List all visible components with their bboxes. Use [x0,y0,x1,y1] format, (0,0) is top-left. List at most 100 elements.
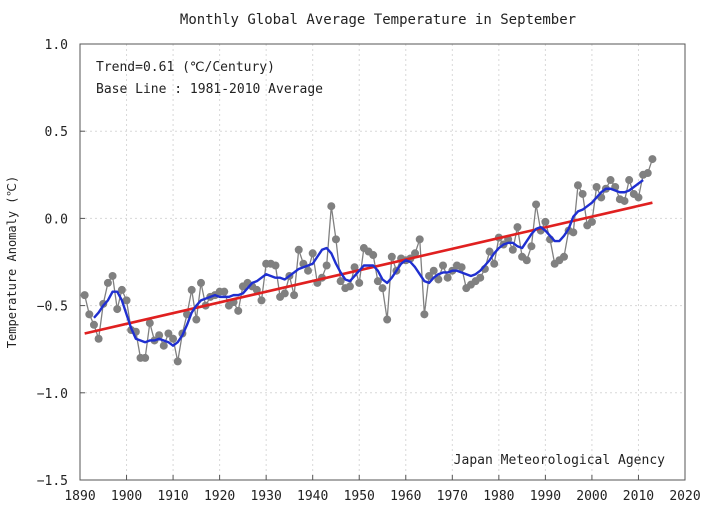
annual-anomaly-point [485,247,494,256]
x-tick-label: 1950 [344,489,375,504]
annual-anomaly-point [620,196,629,205]
annual-anomaly-point [383,315,392,324]
annual-anomaly-point [294,245,303,254]
annual-anomaly-point [522,256,531,265]
grid-lines [80,44,685,480]
annual-anomaly-point [336,277,345,286]
x-tick-label: 2010 [623,489,654,504]
x-tick-labels: 1890 1900 1910 1920 1930 1940 1950 1960 1970 1980… [64,489,700,504]
annual-anomaly-point [355,278,364,287]
annual-anomaly-point [108,271,117,280]
annual-anomaly-point [80,291,89,300]
annual-anomaly-point [434,275,443,284]
annual-anomaly-point [527,242,536,251]
annual-anomaly-point [169,334,178,343]
annual-anomaly-point [280,289,289,298]
annual-anomaly-point [643,169,652,178]
annual-anomaly-point [476,273,485,282]
x-tick-label: 1960 [390,489,421,504]
annual-anomaly-point [429,266,438,275]
trend-line [84,201,653,335]
annual-anomaly-point [85,310,94,319]
annual-anomaly-point [192,315,201,324]
annual-anomaly-point [373,277,382,286]
annual-anomaly-point [145,319,154,328]
chart-title: Monthly Global Average Temperature in Se… [180,12,576,28]
y-tick-label: 0.5 [45,125,68,140]
x-tick-label: 1910 [157,489,188,504]
annual-anomaly-point [117,285,126,294]
x-tick-label: 1980 [483,489,514,504]
annual-anomaly-point [415,235,424,244]
annual-anomaly-point [420,310,429,319]
annual-anomaly-point [322,261,331,270]
annual-anomaly-point [443,273,452,282]
x-tick-label: 2000 [576,489,607,504]
y-tick-labels: 1.0 0.5 0.0 −0.5 −1.0 −1.5 [37,38,68,489]
trend-annotation: Trend=0.61 (℃/Century) [96,60,275,75]
annual-anomaly-point [648,155,657,164]
annual-anomaly-point [304,266,313,275]
annual-anomaly-point [257,296,266,305]
annual-anomaly-point [569,228,578,237]
annual-anomaly-point [513,223,522,232]
annual-anomaly-point [490,259,499,268]
annual-anomaly-point [387,252,396,261]
annual-anomaly-point [164,329,173,338]
annual-anomaly-point [113,305,122,314]
tick-marks [79,43,686,481]
annual-anomaly-point [141,353,150,362]
annual-anomaly-point [308,249,317,258]
series-layer [80,155,657,366]
x-tick-label: 1970 [437,489,468,504]
annual-anomaly-point [578,189,587,198]
annual-anomaly-point [197,278,205,287]
annual-anomaly-point [350,263,359,272]
baseline-annotation: Base Line : 1981-2010 Average [96,82,323,97]
annual-anomaly-point [625,176,634,185]
x-tick-label: 1890 [64,489,95,504]
annual-anomaly-point [94,334,103,343]
annual-anomaly-point [187,285,196,294]
y-tick-label: 0.0 [45,212,68,227]
x-tick-label: 1940 [297,489,328,504]
annual-anomaly-point [369,251,378,260]
annual-anomaly-point [634,193,643,202]
y-tick-label: −0.5 [37,300,68,315]
annual-anomaly-point [290,291,299,300]
annual-anomaly-point [541,217,550,226]
y-tick-label: 1.0 [45,38,68,53]
annual-anomaly-point [606,176,615,185]
annual-anomaly-point [159,341,168,350]
annual-anomaly-point [457,263,466,272]
x-tick-label: 1920 [204,489,235,504]
annual-anomaly-point [234,306,243,315]
x-tick-label: 2020 [669,489,700,504]
annual-anomaly-point [592,183,601,192]
x-tick-label: 1930 [250,489,281,504]
source-annotation: Japan Meteorological Agency [454,453,665,468]
annual-anomaly-point [155,331,164,340]
annual-anomaly-point [89,320,98,329]
annual-anomaly-point [425,271,434,280]
x-tick-label: 1900 [111,489,142,504]
y-tick-label: −1.5 [37,474,68,489]
annual-anomaly-point [252,285,261,294]
annual-anomaly-point [532,200,541,209]
annual-anomaly-point [103,278,112,287]
annual-anomaly-point [439,261,447,270]
annual-anomaly-point [573,181,582,190]
x-tick-label: 1990 [530,489,561,504]
annual-anomaly-point [411,249,420,258]
annual-anomaly-point [220,287,229,296]
annual-anomaly-point [508,245,517,254]
plot-frame [79,43,686,481]
annual-anomaly-point [173,357,182,366]
annual-anomaly-point [345,282,354,291]
annual-anomaly-point [331,235,340,244]
annual-anomaly-point [122,296,131,305]
annual-anomaly-point [587,217,596,226]
running-mean-line [93,179,644,347]
y-axis-label: Temperature Anomaly (℃) [5,176,19,348]
annual-anomaly-point [327,202,336,211]
